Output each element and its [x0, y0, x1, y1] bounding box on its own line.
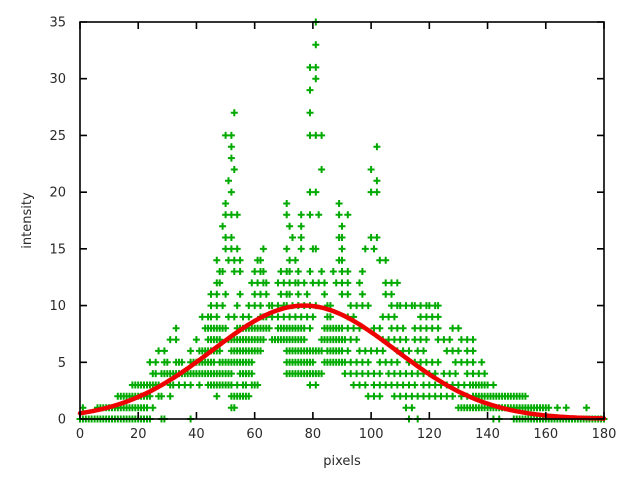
x-tick-label: 80 — [305, 427, 322, 442]
x-tick-label: 120 — [417, 427, 442, 442]
x-tick-label: 0 — [76, 427, 84, 442]
y-axis-title: intensity — [20, 192, 35, 249]
x-tick-label: 40 — [188, 427, 205, 442]
y-tick-label: 15 — [49, 242, 66, 257]
y-tick-label: 25 — [49, 129, 66, 144]
y-tick-label: 10 — [49, 299, 66, 314]
x-tick-label: 160 — [533, 427, 558, 442]
x-axis-title: pixels — [323, 454, 361, 469]
y-tick-label: 5 — [58, 356, 66, 371]
x-tick-label: 140 — [475, 427, 500, 442]
y-tick-label: 30 — [49, 72, 66, 87]
x-tick-label: 60 — [246, 427, 263, 442]
x-tick-label: 20 — [130, 427, 147, 442]
y-tick-label: 35 — [49, 16, 66, 31]
y-tick-label: 20 — [49, 186, 66, 201]
axis-ticks-layer — [79, 21, 605, 420]
axis-tick-marks — [79, 21, 605, 420]
axis-tick-labels-layer: 0 20 40 60 80 100 120 140 160 180 0 5 10 15 20 25 30 35 — [49, 16, 616, 443]
fit-curve — [77, 303, 607, 421]
plot-border — [79, 21, 605, 420]
x-tick-label: 100 — [359, 427, 384, 442]
x-tick-label: 180 — [592, 427, 617, 442]
y-tick-label: 0 — [58, 413, 66, 428]
